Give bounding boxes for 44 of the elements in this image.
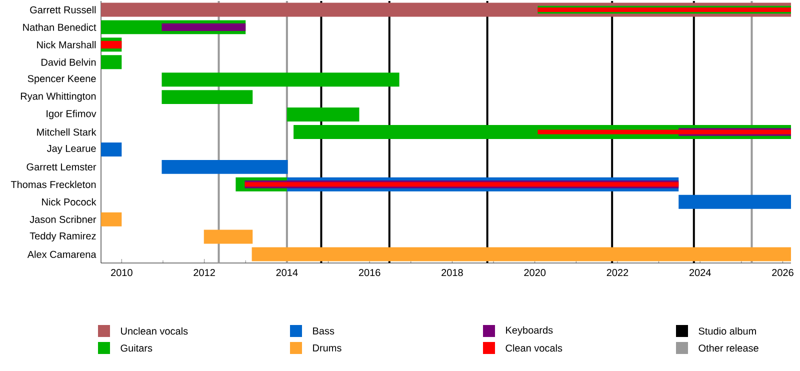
y-tick-label: Alex Camarena <box>27 250 96 258</box>
legend-label: Drums <box>313 344 342 352</box>
y-tick-label: Jay Learue <box>46 144 96 154</box>
bar <box>538 130 791 134</box>
x-tick-label: 2024 <box>689 269 711 276</box>
x-tick-label: 2018 <box>442 269 463 276</box>
legend-label: Clean vocals <box>506 344 562 352</box>
legend-label: Keyboards <box>506 326 553 336</box>
bar <box>162 72 400 87</box>
x-tick-label: 2014 <box>276 269 298 276</box>
y-tick-label: Igor Efimov <box>46 110 96 120</box>
x-tick-label: 2012 <box>194 269 215 276</box>
x-tick-label: 2022 <box>606 269 628 276</box>
legend-label: Other release <box>698 344 758 352</box>
bar <box>204 230 253 244</box>
bar <box>101 212 122 226</box>
legend-label: Bass <box>313 327 334 334</box>
y-tick-label: Nathan Benedict <box>23 24 96 31</box>
y-tick-label: Garrett Russell <box>30 6 96 14</box>
y-tick-label: Garrett Lemster <box>26 163 96 170</box>
legend-label: Studio album <box>698 327 756 335</box>
y-tick-label: Thomas Freckleton <box>10 180 96 188</box>
y-tick-label: Mitchell Stark <box>37 128 96 136</box>
x-tick-label: 2016 <box>358 269 380 276</box>
bar <box>162 160 288 174</box>
y-tick-label: Nick Marshall <box>37 41 96 48</box>
legend-label: Unclean vocals <box>121 327 188 335</box>
x-tick-label: 2020 <box>524 269 546 276</box>
bar <box>678 194 791 209</box>
y-tick-label: David Belvin <box>42 58 96 66</box>
legend-label: Guitars <box>120 344 152 352</box>
bar <box>101 142 122 156</box>
y-tick-label: Nick Pocock <box>42 198 96 206</box>
y-tick-label: Ryan Whittington <box>20 92 96 102</box>
x-tick-label: 2026 <box>772 269 794 276</box>
y-tick-label: Spencer Keene <box>28 75 96 84</box>
bar <box>162 23 246 32</box>
bar <box>286 108 360 122</box>
x-tick-label: 2010 <box>111 269 132 276</box>
bar <box>101 55 122 70</box>
y-tick-label: Teddy Ramirez <box>30 232 96 242</box>
y-tick-label: Jason Scribner <box>30 216 96 224</box>
bar <box>162 90 253 104</box>
bar <box>252 247 791 262</box>
